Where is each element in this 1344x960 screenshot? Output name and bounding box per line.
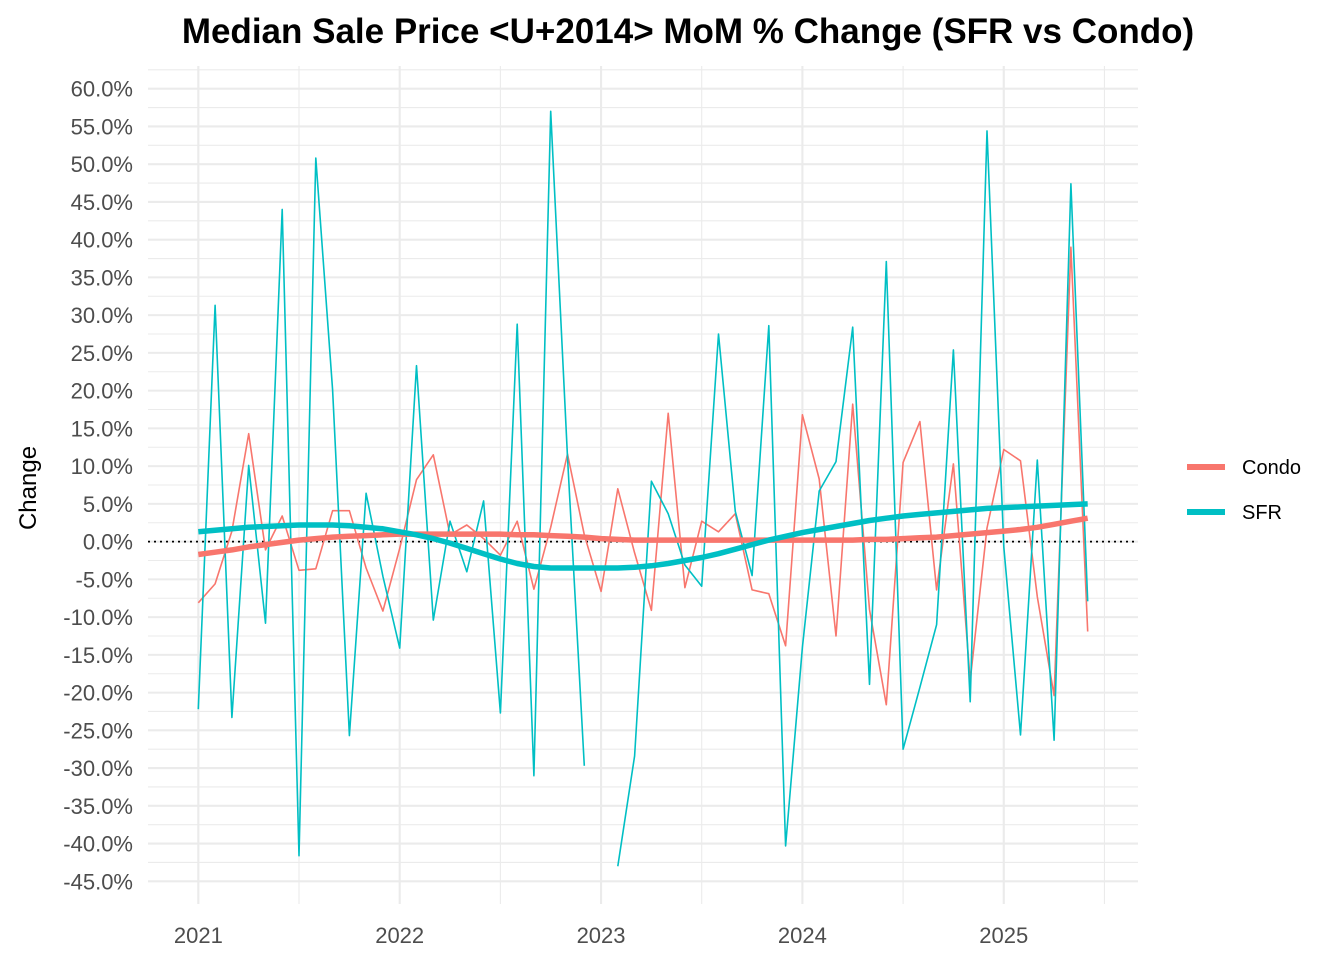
y-tick-label: 35.0%: [71, 265, 133, 290]
x-tick-label: 2021: [174, 923, 223, 948]
series-line-sfr: [197, 110, 1089, 867]
x-tick-label: 2024: [778, 923, 827, 948]
y-tick-label: -5.0%: [76, 567, 133, 592]
y-tick-label: -25.0%: [63, 718, 133, 743]
y-tick-label: 50.0%: [71, 152, 133, 177]
y-tick-label: 15.0%: [71, 416, 133, 441]
y-axis-title: Change: [15, 446, 42, 530]
y-tick-label: 0.0%: [83, 530, 133, 555]
x-tick-label: 2025: [979, 923, 1028, 948]
y-tick-label: 55.0%: [71, 114, 133, 139]
y-tick-label: 45.0%: [71, 190, 133, 215]
y-tick-label: 60.0%: [71, 77, 133, 102]
trend-series-lines: [197, 501, 1089, 571]
chart-title: Median Sale Price <U+2014> MoM % Change …: [182, 12, 1194, 51]
y-tick-label: -20.0%: [63, 681, 133, 706]
legend-label-sfr: SFR: [1242, 502, 1282, 524]
y-tick-label: -10.0%: [63, 605, 133, 630]
y-tick-label: 5.0%: [83, 492, 133, 517]
legend: Condo SFR: [1187, 457, 1301, 524]
y-tick-label: -30.0%: [63, 756, 133, 781]
x-tick-label: 2022: [375, 923, 424, 948]
y-tick-label: -40.0%: [63, 832, 133, 857]
y-tick-label: -35.0%: [63, 794, 133, 819]
y-tick-label: 40.0%: [71, 228, 133, 253]
x-axis-tick-labels: 2021 2022 2023 2024 2025: [174, 923, 1028, 948]
trend-line-sfr: [198, 501, 1088, 571]
legend-label-condo: Condo: [1242, 457, 1301, 479]
raw-series-lines: [197, 110, 1089, 867]
y-tick-label: 25.0%: [71, 341, 133, 366]
y-tick-label: 20.0%: [71, 379, 133, 404]
trend-line-condo: [197, 515, 1089, 558]
y-tick-label: -45.0%: [63, 869, 133, 894]
y-tick-label: 10.0%: [71, 454, 133, 479]
legend-item-sfr: SFR: [1187, 502, 1282, 524]
y-axis-tick-labels: 60.0% 55.0% 50.0% 45.0% 40.0% 35.0% 30.0% 25.0%…: [63, 77, 133, 895]
y-tick-label: -15.0%: [63, 643, 133, 668]
legend-item-condo: Condo: [1187, 457, 1301, 479]
y-tick-label: 30.0%: [71, 303, 133, 328]
x-tick-label: 2023: [577, 923, 626, 948]
